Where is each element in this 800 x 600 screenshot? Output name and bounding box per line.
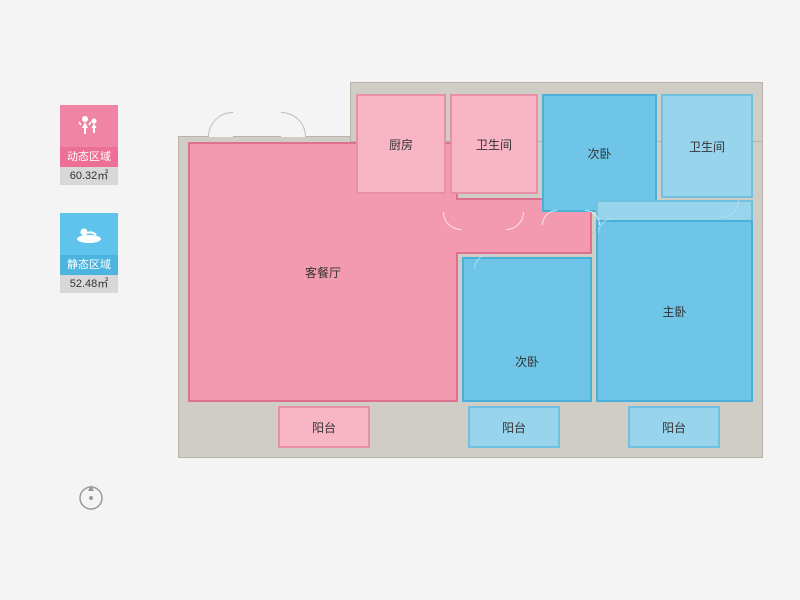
room-bedroom2b: 次卧 (462, 257, 592, 402)
static-value: 52.48㎡ (60, 275, 118, 293)
room-balcony3: 阳台 (628, 406, 720, 448)
static-icon (60, 213, 118, 255)
room-label: 卫生间 (476, 136, 512, 153)
room-label: 阳台 (312, 419, 336, 436)
room-bath2: 卫生间 (661, 94, 753, 198)
room-master: 主卧 (596, 220, 753, 402)
compass-icon (75, 480, 107, 512)
dynamic-icon (60, 105, 118, 147)
room-bath1: 卫生间 (450, 94, 538, 194)
room-balcony1: 阳台 (278, 406, 370, 448)
room-label: 次卧 (587, 145, 611, 162)
legend-dynamic: 动态区域 60.32㎡ (60, 105, 118, 185)
legend-panel: 动态区域 60.32㎡ 静态区域 52.48㎡ (60, 105, 118, 321)
static-label: 静态区域 (60, 255, 118, 275)
dynamic-value: 60.32㎡ (60, 167, 118, 185)
room-label: 客餐厅 (305, 264, 341, 281)
room-label: 阳台 (502, 419, 526, 436)
room-label: 卫生间 (689, 138, 725, 155)
room-label: 厨房 (389, 136, 413, 153)
room-label: 阳台 (662, 419, 686, 436)
room-label: 主卧 (662, 303, 686, 320)
room-label: 次卧 (515, 353, 539, 370)
room-kitchen: 厨房 (356, 94, 446, 194)
room-bedroom2a: 次卧 (542, 94, 657, 212)
room-balcony2: 阳台 (468, 406, 560, 448)
dynamic-label: 动态区域 (60, 147, 118, 167)
legend-static: 静态区域 52.48㎡ (60, 213, 118, 293)
